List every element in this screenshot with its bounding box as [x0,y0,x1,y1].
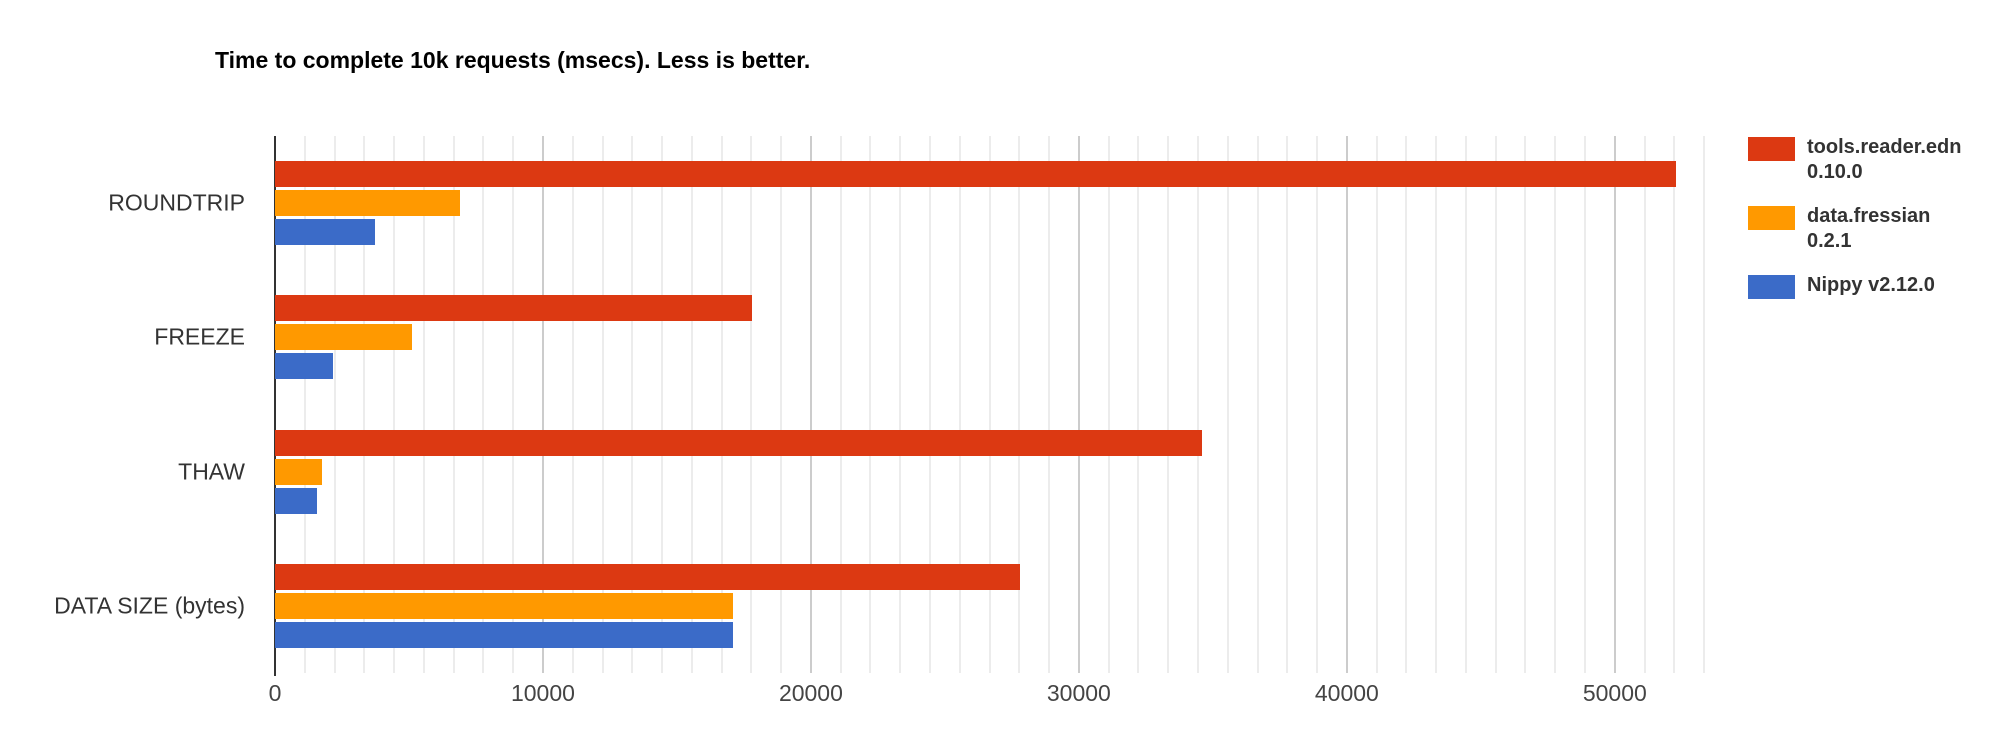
minor-gridline [363,136,366,673]
minor-gridline [899,136,902,673]
minor-gridline [1464,136,1467,673]
bar-freeze-series-2 [275,353,333,380]
y-axis-line [274,136,276,676]
minor-gridline [1703,136,1706,673]
minor-gridline [1256,136,1259,673]
minor-gridline [482,136,485,673]
major-gridline [541,136,544,673]
bar-data-size-bytes--series-0 [275,563,1020,590]
minor-gridline [869,136,872,673]
x-tick-label: 10000 [510,680,575,706]
minor-gridline [750,136,753,673]
minor-gridline [333,136,336,673]
legend-label-line: data.fressian [1807,205,1931,227]
legend-label-line: 0.10.0 [1807,161,1863,183]
legend: tools.reader.edn 0.10.0 data.fressian 0.2.1… [1748,135,1962,299]
minor-gridline [1673,136,1676,673]
legend-entry: Nippy v2.12.0 [1748,273,1962,299]
bar-thaw-series-0 [275,429,1203,456]
x-tick-label: 20000 [778,680,843,706]
minor-gridline [1643,136,1646,673]
bar-roundtrip-series-2 [275,219,376,246]
minor-gridline [422,136,425,673]
legend-swatch-2 [1748,275,1795,299]
bar-data-size-bytes--series-2 [275,621,734,648]
x-tick-label: 30000 [1046,680,1111,706]
minor-gridline [1107,136,1110,673]
minor-gridline [929,136,932,673]
minor-gridline [1375,136,1378,673]
minor-gridline [1584,136,1587,673]
minor-gridline [601,136,604,673]
bar-freeze-series-1 [275,324,412,351]
bar-roundtrip-series-0 [275,161,1677,188]
legend-swatch-0 [1748,137,1795,161]
bar-data-size-bytes--series-1 [275,592,734,619]
minor-gridline [1196,136,1199,673]
minor-gridline [1048,136,1051,673]
major-gridline [1613,136,1616,673]
minor-gridline [661,136,664,673]
category-label: FREEZE [154,323,245,350]
legend-label: data.fressian 0.2.1 [1807,204,1930,254]
minor-gridline [1554,136,1557,673]
minor-gridline [631,136,634,673]
bar-thaw-series-1 [275,458,322,485]
minor-gridline [958,136,961,673]
category-label: DATA SIZE (bytes) [54,592,245,619]
legend-entry: data.fressian 0.2.1 [1748,204,1962,254]
x-tick-label: 40000 [1314,680,1379,706]
minor-gridline [1226,136,1229,673]
minor-gridline [1018,136,1021,673]
minor-gridline [512,136,515,673]
minor-gridline [393,136,396,673]
minor-gridline [839,136,842,673]
minor-gridline [690,136,693,673]
chart-title: Time to complete 10k requests (msecs). L… [215,47,811,73]
bar-roundtrip-series-1 [275,190,460,217]
minor-gridline [1494,136,1497,673]
minor-gridline [780,136,783,673]
minor-gridline [1316,136,1319,673]
x-tick-label: 50000 [1582,680,1647,706]
legend-label: tools.reader.edn 0.10.0 [1807,135,1962,185]
bar-freeze-series-0 [275,295,752,322]
minor-gridline [1405,136,1408,673]
legend-label-line: tools.reader.edn [1807,136,1962,158]
legend-label: Nippy v2.12.0 [1807,273,1935,298]
legend-label-line: 0.2.1 [1807,230,1852,252]
category-label: ROUNDTRIP [108,189,245,216]
minor-gridline [720,136,723,673]
minor-gridline [1286,136,1289,673]
minor-gridline [1167,136,1170,673]
minor-gridline [452,136,455,673]
minor-gridline [988,136,991,673]
major-gridline [809,136,812,673]
minor-gridline [571,136,574,673]
major-gridline [1345,136,1348,673]
bar-thaw-series-2 [275,487,318,514]
legend-swatch-1 [1748,206,1795,230]
legend-label-line: Nippy v2.12.0 [1807,274,1935,296]
minor-gridline [1524,136,1527,673]
category-label: THAW [178,458,245,485]
minor-gridline [1435,136,1438,673]
minor-gridline [303,136,306,673]
minor-gridline [1137,136,1140,673]
x-tick-label: 0 [268,680,282,706]
legend-entry: tools.reader.edn 0.10.0 [1748,135,1962,185]
major-gridline [1077,136,1080,673]
